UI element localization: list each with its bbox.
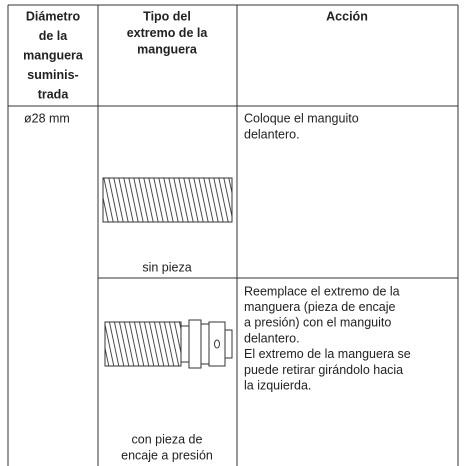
action-text: El extremo de la manguera se	[244, 347, 411, 361]
action-text: puede retirar girándolo hacia	[244, 363, 403, 377]
action-text: Coloque el manguito	[244, 111, 359, 125]
diameter-cell: ø28 mm	[24, 111, 70, 125]
end-type-label: encaje a presión	[121, 448, 213, 462]
header-cell: manguera	[137, 42, 198, 56]
hose-plain	[102, 177, 233, 223]
action-text: manguera (pieza de encaje	[244, 300, 396, 314]
header-cell: extremo de la	[127, 26, 209, 40]
action-text: Reemplace el extremo de la	[244, 284, 400, 298]
header-cell: Diámetro	[26, 9, 81, 23]
header-cell: suminis-	[27, 68, 78, 82]
action-text: a presión) con el manguito	[244, 316, 391, 330]
header-cell: Tipo del	[143, 9, 191, 23]
action-text: delantero.	[244, 331, 300, 345]
end-type-label: con pieza de	[132, 432, 203, 446]
hose-fitting	[104, 319, 233, 369]
action-text: la izquierda.	[244, 378, 311, 392]
header-cell: Acción	[326, 9, 368, 23]
end-type-label: sin pieza	[142, 260, 191, 274]
header-cell: trada	[38, 87, 70, 101]
table-grid	[7, 4, 459, 466]
header-cell: de la	[39, 29, 69, 43]
action-text: delantero.	[244, 127, 300, 141]
header-cell: manguera	[23, 48, 84, 62]
